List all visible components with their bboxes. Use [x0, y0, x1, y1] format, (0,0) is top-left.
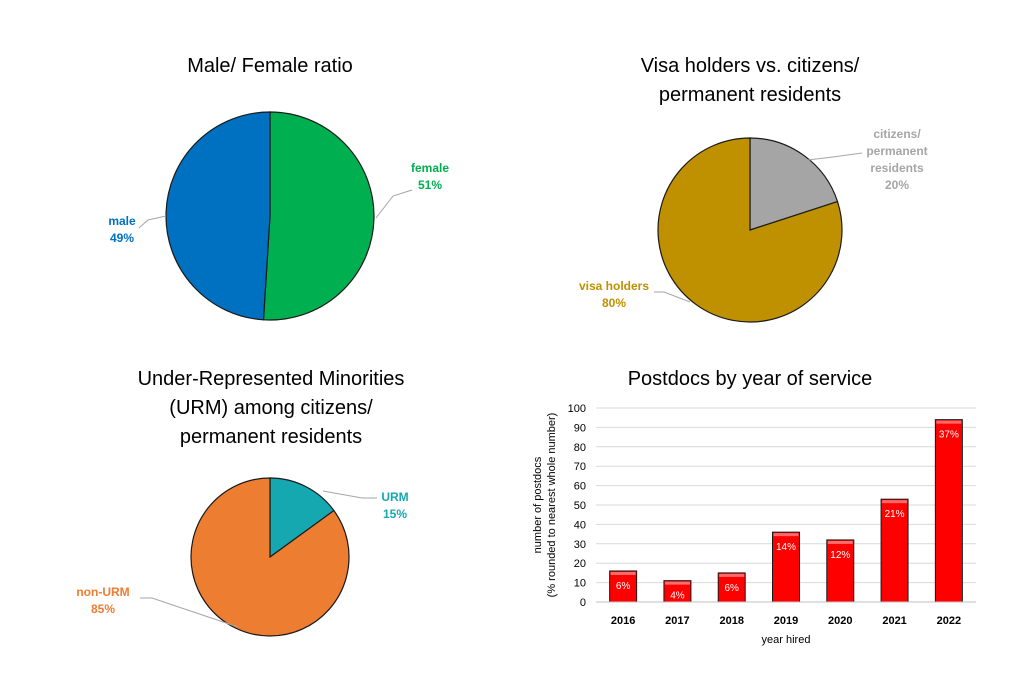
- x-tick-label: 2022: [937, 615, 961, 627]
- pie-slice-female: [262, 111, 375, 321]
- pie-slice-male: [165, 111, 271, 321]
- leader-line: [140, 597, 239, 628]
- bar-2020: [826, 539, 855, 603]
- y-tick-label: 50: [574, 500, 586, 512]
- x-tick-label: 2017: [665, 615, 689, 627]
- y-tick-label: 30: [574, 539, 586, 551]
- y-tick-label: 100: [568, 403, 586, 415]
- y-tick-label: 80: [574, 442, 586, 454]
- bar-2019: [772, 531, 800, 603]
- pie-chart-urm: Under-Represented Minorities (URM) among…: [76, 368, 409, 637]
- pie-category-label: citizens/: [873, 127, 921, 141]
- pie-value-label: 20%: [885, 178, 909, 192]
- y-axis-label-line2: (% rounded to nearest whole number): [546, 413, 558, 598]
- y-tick-label: 70: [574, 461, 586, 473]
- pie-value-label: 15%: [383, 507, 407, 521]
- y-tick-label: 90: [574, 422, 586, 434]
- chart-title-postdocs: Postdocs by year of service: [628, 368, 873, 390]
- bar-highlight: [610, 571, 636, 575]
- leader-line: [654, 291, 691, 303]
- leader-line: [807, 152, 863, 161]
- bar-highlight: [719, 573, 745, 577]
- chart-title-gender: Male/ Female ratio: [187, 55, 353, 77]
- pie-slice-citizens-permanent-residents: [749, 137, 839, 231]
- pie-slice-urm: [269, 477, 335, 559]
- bar-highlight: [773, 533, 799, 537]
- pie-slice-visa-holders: [657, 137, 843, 323]
- bar-highlight: [882, 500, 908, 504]
- bar-data-label: 6%: [724, 583, 739, 594]
- pie-category-label: residents: [870, 161, 924, 175]
- x-tick-label: 2016: [611, 615, 635, 627]
- bar-data-label: 12%: [830, 550, 850, 561]
- bar-data-label: 21%: [885, 509, 905, 520]
- leader-line: [138, 215, 167, 229]
- y-tick-label: 20: [574, 558, 586, 570]
- bar-highlight: [936, 420, 962, 424]
- chart-title-urm-line3: permanent residents: [180, 426, 362, 448]
- leader-line: [322, 490, 377, 499]
- pie-category-label: male: [108, 214, 136, 228]
- pie-category-label: visa holders: [579, 279, 649, 293]
- pie-slice-non-urm: [190, 477, 350, 637]
- bar-highlight: [664, 581, 690, 585]
- pie-category-label: non-URM: [76, 585, 129, 599]
- bar-data-label: 37%: [939, 430, 959, 441]
- pie-category-label: permanent: [866, 144, 927, 158]
- y-tick-label: 40: [574, 519, 586, 531]
- bar-chart-postdocs: Postdocs by year of service year hired n…: [532, 368, 976, 646]
- pie-chart-visa: Visa holders vs. citizens/ permanent res…: [579, 55, 928, 323]
- pie-value-label: 85%: [91, 602, 115, 616]
- pie-category-label: female: [411, 161, 449, 175]
- chart-title-urm-line2: (URM) among citizens/: [169, 397, 373, 419]
- y-tick-label: 0: [580, 597, 586, 609]
- y-tick-label: 60: [574, 481, 586, 493]
- leader-line: [375, 189, 413, 219]
- pie-category-label: URM: [381, 490, 408, 504]
- bar-highlight: [827, 540, 853, 544]
- x-tick-label: 2018: [719, 615, 743, 627]
- bar-data-label: 4%: [670, 591, 685, 602]
- pie-value-label: 51%: [418, 178, 442, 192]
- chart-title-visa-line2: permanent residents: [659, 84, 841, 106]
- pie-value-label: 49%: [110, 231, 134, 245]
- bar-2018: [717, 572, 746, 603]
- x-tick-label: 2020: [828, 615, 852, 627]
- chart-title-visa-line1: Visa holders vs. citizens/: [641, 55, 860, 77]
- y-tick-label: 10: [574, 578, 586, 590]
- bar-2022: [934, 419, 963, 603]
- bar-data-label: 6%: [616, 581, 631, 592]
- pie-value-label: 80%: [602, 296, 626, 310]
- bar-data-label: 14%: [776, 542, 796, 553]
- x-tick-label: 2019: [774, 615, 798, 627]
- chart-title-urm-line1: Under-Represented Minorities: [138, 368, 405, 390]
- bar-2016: [609, 570, 638, 603]
- pie-chart-gender: Male/ Female ratio female 51% male 49%: [108, 55, 449, 321]
- y-axis-label-line1: number of postdocs: [532, 456, 544, 553]
- x-tick-label: 2021: [882, 615, 906, 627]
- x-axis-label: year hired: [762, 634, 811, 646]
